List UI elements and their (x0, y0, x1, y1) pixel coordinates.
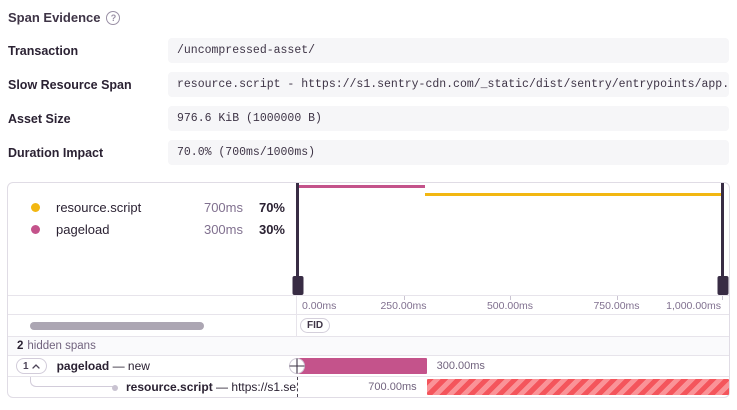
span-waterfall: 1 pageload — new 300.00ms (8, 355, 729, 397)
hidden-spans-count: 2 (17, 340, 24, 352)
legend-dot-yellow (31, 202, 40, 212)
evidence-label: Duration Impact (8, 145, 104, 160)
legend-name: resource.script (56, 199, 142, 215)
evidence-table: Transaction /uncompressed-asset/ Slow Re… (8, 38, 729, 165)
span-duration-label: 300.00ms (436, 360, 485, 372)
web-vital-badge: FID (300, 318, 331, 333)
hidden-spans-label: hidden spans (27, 340, 96, 352)
chart-legend: resource.script 700ms 70% pageload 300ms… (8, 183, 297, 295)
span-duration-label: 700.00ms (368, 381, 417, 393)
hidden-spans-row[interactable]: 2 hidden spans (8, 336, 729, 355)
span-row-left: resource.script — https://s1.sentry-cdn.… (8, 377, 297, 397)
evidence-value: 976.6 KiB (1000000 B) (168, 106, 729, 131)
span-row-timeline: 300.00ms (297, 356, 729, 376)
axis-tick-label: 750.00ms (593, 300, 640, 312)
evidence-row-transaction: Transaction /uncompressed-asset/ (8, 38, 729, 63)
span-chart-panel: resource.script 700ms 70% pageload 300ms… (7, 182, 730, 398)
evidence-row-slow-resource-span: Slow Resource Span resource.script - htt… (8, 72, 729, 97)
chart-plot-area (292, 183, 728, 295)
axis-spacer (8, 296, 297, 314)
x-axis-labels: 0.00ms 250.00ms 500.00ms 750.00ms 1,000.… (297, 296, 723, 314)
chart-line-resource-script (424, 193, 723, 196)
panel-header: Span Evidence ? (0, 0, 737, 25)
help-question-icon[interactable]: ? (106, 10, 121, 25)
evidence-row-duration-impact: Duration Impact 70.0% (700ms/1000ms) (8, 140, 729, 165)
legend-duration: 700ms (203, 199, 243, 215)
evidence-value: resource.script - https://s1.sentry-cdn.… (168, 72, 729, 97)
dashed-guideline (297, 377, 298, 397)
evidence-label: Slow Resource Span (8, 77, 132, 92)
span-bar-resource-script (426, 379, 729, 395)
legend-percent: 70% (258, 199, 285, 215)
legend-name: pageload (56, 221, 110, 237)
span-row-left: 1 pageload — new (8, 356, 297, 376)
zoom-handle-right[interactable] (717, 183, 728, 295)
panel-title: Span Evidence (8, 10, 101, 25)
legend-item-resource-script[interactable]: resource.script 700ms 70% (8, 196, 297, 218)
span-row-pageload[interactable]: 1 pageload — new 300.00ms (8, 355, 729, 376)
axis-tick-label: 250.00ms (380, 300, 427, 312)
evidence-value: 70.0% (700ms/1000ms) (168, 140, 729, 165)
minimap-row: FID (8, 314, 729, 336)
span-op-description: pageload — new (56, 359, 150, 373)
horizontal-scrollbar-thumb[interactable] (30, 321, 204, 330)
child-count: 1 (23, 360, 29, 372)
chart-line-pageload (297, 185, 425, 188)
axis-tick-label: 500.00ms (486, 300, 534, 312)
evidence-value: /uncompressed-asset/ (168, 38, 729, 63)
minimap-pane (8, 315, 297, 336)
legend-item-pageload[interactable]: pageload 300ms 30% (8, 218, 297, 240)
axis-tick-label: 1,000.00ms (666, 300, 721, 312)
legend-dot-pink (31, 224, 40, 234)
evidence-row-asset-size: Asset Size 976.6 KiB (1000000 B) (8, 106, 729, 131)
x-axis-row: 0.00ms 250.00ms 500.00ms 750.00ms 1,000.… (8, 295, 729, 314)
tree-connector-line (30, 377, 114, 387)
chevron-up-icon (31, 363, 40, 369)
span-op-description: resource.script — https://s1.sentry-cdn.… (126, 380, 297, 394)
span-bar-pageload (297, 358, 427, 374)
legend-duration: 300ms (203, 221, 243, 237)
axis-tick-label: 0.00ms (302, 300, 337, 312)
span-row-resource-script[interactable]: resource.script — https://s1.sentry-cdn.… (8, 376, 729, 397)
collapse-children-button[interactable]: 1 (16, 358, 47, 374)
chart-row: resource.script 700ms 70% pageload 300ms… (8, 183, 729, 295)
evidence-label: Asset Size (8, 111, 71, 126)
tree-leaf-dot (112, 385, 118, 391)
legend-percent: 30% (258, 221, 285, 237)
evidence-label: Transaction (8, 43, 79, 58)
zoom-handle-left[interactable] (292, 183, 303, 295)
span-row-timeline: 700.00ms (297, 377, 729, 397)
